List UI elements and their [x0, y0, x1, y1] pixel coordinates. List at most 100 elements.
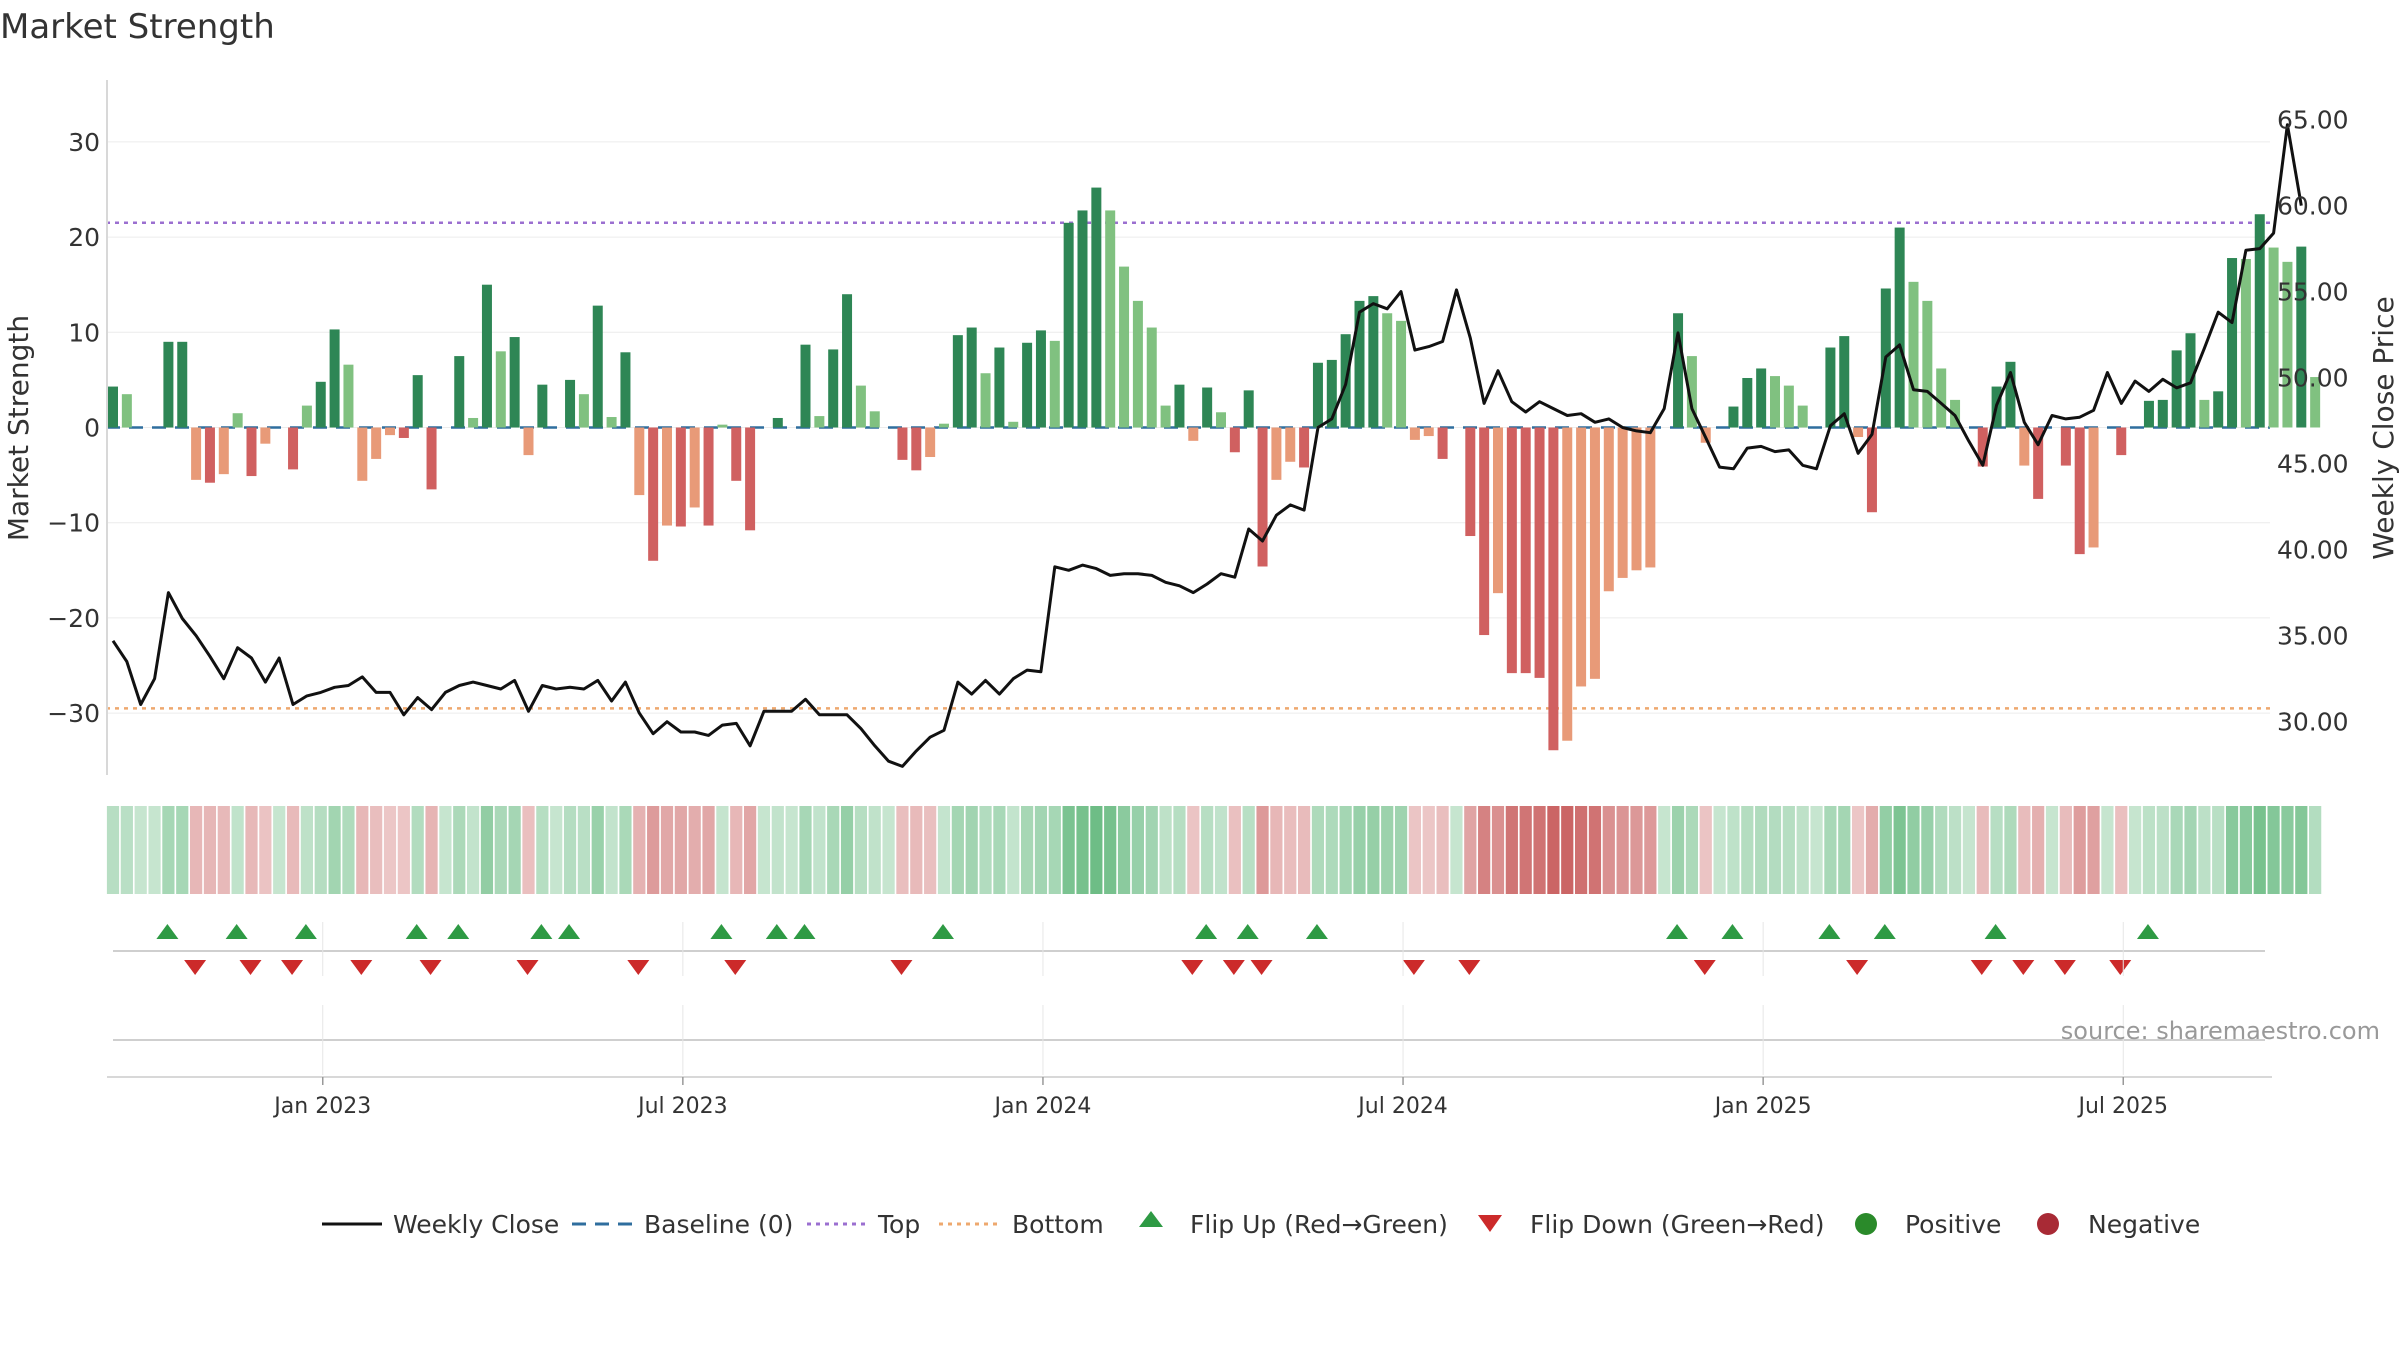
- flip-up-marker: [1236, 924, 1259, 939]
- heat-cell: [1117, 806, 1131, 894]
- flip-down-marker: [419, 960, 442, 975]
- strength-bar: [1119, 266, 1130, 428]
- y-tick-label-right: 55.00: [2277, 278, 2349, 307]
- strength-bar: [1631, 427, 1642, 571]
- strength-bar: [1354, 300, 1365, 428]
- heat-cell: [1838, 806, 1851, 894]
- strength-bar: [2116, 427, 2127, 456]
- strength-bar: [1105, 210, 1116, 428]
- strength-bar: [620, 352, 631, 428]
- heat-cell: [1588, 806, 1602, 894]
- strength-bar: [246, 427, 257, 477]
- heat-cell: [383, 806, 397, 894]
- heat-cell: [217, 806, 230, 894]
- heat-cell: [1367, 806, 1380, 894]
- heat-cell: [1658, 806, 1671, 894]
- heat-cell: [1408, 806, 1421, 894]
- heat-cell: [1007, 806, 1020, 894]
- heat-cell: [2032, 806, 2045, 894]
- heat-cell: [1990, 806, 2003, 894]
- gridlines: [106, 141, 2270, 714]
- x-tick-label: Jan 2025: [1713, 1094, 1812, 1119]
- strength-bar: [2019, 427, 2030, 466]
- strength-bar: [1035, 330, 1046, 428]
- flip-up-icon: [1139, 1211, 1163, 1227]
- heat-cell: [2267, 806, 2280, 894]
- strength-bar: [2199, 399, 2210, 428]
- strength-bar: [1825, 347, 1836, 428]
- strength-bar: [481, 284, 492, 428]
- strength-bar: [2268, 247, 2279, 428]
- weekly-close-series: [111, 123, 2303, 768]
- strength-bar: [1770, 376, 1780, 428]
- strength-bar: [745, 427, 756, 531]
- y-tick-label-left: −20: [47, 604, 100, 633]
- strength-bar: [1479, 427, 1490, 636]
- heat-cell: [688, 806, 701, 894]
- heat-cell: [1810, 806, 1823, 894]
- strength-bar: [772, 417, 783, 428]
- strength-bar: [592, 305, 603, 428]
- strength-bar: [2005, 361, 2016, 428]
- heat-cell: [190, 806, 203, 894]
- strength-bar: [814, 416, 825, 428]
- flip-up-marker: [793, 924, 816, 939]
- strength-bar: [2296, 246, 2307, 428]
- heat-cell: [1104, 806, 1117, 894]
- heat-cell: [2281, 806, 2294, 894]
- heat-cell: [134, 806, 147, 894]
- strength-bar: [2240, 258, 2251, 428]
- heat-cell: [2087, 806, 2100, 894]
- heat-cell: [148, 806, 161, 894]
- strength-bar: [426, 427, 437, 490]
- heat-cell: [1187, 806, 1200, 894]
- heat-cell: [162, 806, 175, 894]
- heat-cell: [1824, 806, 1837, 894]
- strength-bar: [1437, 427, 1448, 459]
- heat-cell: [577, 806, 590, 894]
- heat-cell: [120, 806, 133, 894]
- heat-cell: [1547, 806, 1560, 894]
- y-tick-label-right: 60.00: [2277, 192, 2349, 221]
- heat-cell: [245, 806, 258, 894]
- heat-cell: [1325, 806, 1338, 894]
- heat-cell: [1519, 806, 1532, 894]
- flip-up-marker: [2136, 924, 2159, 939]
- heat-cell: [1450, 806, 1463, 894]
- heat-cell: [605, 806, 618, 894]
- heat-cell: [1616, 806, 1629, 894]
- flip-down-marker: [1458, 960, 1481, 975]
- y-tick-label-left: −10: [47, 509, 100, 538]
- heat-cell: [2073, 806, 2086, 894]
- heat-cell: [259, 806, 272, 894]
- strength-bar: [731, 427, 742, 481]
- legend: Weekly Close Baseline (0) Top Bottom Fli…: [322, 1210, 2200, 1239]
- strength-bar: [1382, 313, 1393, 428]
- strength-bar: [952, 335, 963, 428]
- heat-cell: [591, 806, 604, 894]
- heat-cell: [397, 806, 410, 894]
- heat-cell: [411, 806, 424, 894]
- x-tick-label: Jul 2023: [636, 1094, 728, 1119]
- strength-bar: [1894, 227, 1905, 428]
- strength-bar: [994, 347, 1005, 428]
- heat-cell: [536, 806, 549, 894]
- heat-cell: [1339, 806, 1352, 894]
- strength-bar: [1091, 187, 1102, 428]
- strength-bars: [108, 187, 2321, 751]
- heat-cell: [2018, 806, 2031, 894]
- heat-cell: [965, 806, 978, 894]
- heat-cell: [2295, 806, 2308, 894]
- strength-bar: [717, 424, 728, 428]
- heat-cell: [1893, 806, 1906, 894]
- flip-down-marker: [184, 960, 207, 975]
- flip-up-marker: [447, 924, 470, 939]
- strength-bar: [1742, 377, 1753, 428]
- heat-cell: [771, 806, 784, 894]
- flip-up-marker: [1721, 924, 1744, 939]
- heat-cell: [1034, 806, 1048, 894]
- heat-cell: [660, 806, 674, 894]
- strength-bar: [2282, 261, 2293, 428]
- strength-bar: [842, 294, 853, 428]
- strength-bar: [1174, 384, 1185, 428]
